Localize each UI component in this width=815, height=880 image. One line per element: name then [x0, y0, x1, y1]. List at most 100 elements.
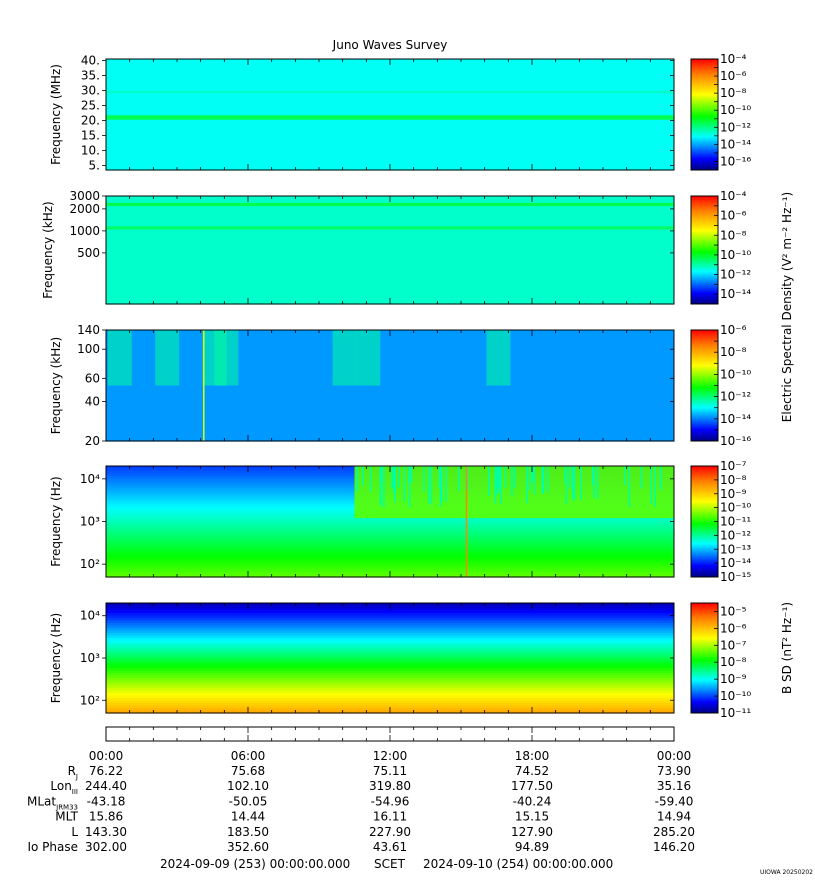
heatmap-row — [106, 259, 674, 263]
footer-end: 2024-09-10 (254) 00:00:00.000 — [423, 857, 613, 871]
heatmap-row — [106, 335, 674, 339]
heatmap-row — [106, 608, 674, 612]
y-axis-label: Frequency (kHz) — [49, 337, 63, 434]
heatmap-row — [106, 152, 674, 156]
heatmap-1 — [106, 59, 674, 171]
hiss-streak — [547, 466, 549, 493]
heatmap-row — [106, 413, 674, 417]
heatmap-row — [106, 352, 674, 356]
heatmap-row — [106, 539, 674, 543]
ephemeris-value: 35.16 — [657, 779, 691, 793]
colorbar-tick-label: 10⁻⁶ — [720, 323, 747, 337]
hiss-streak — [659, 466, 662, 491]
hiss-streak — [504, 466, 507, 488]
radio-burst — [332, 330, 357, 386]
heatmap-row — [106, 534, 674, 538]
y-axis-label: Frequency (Hz) — [49, 476, 63, 567]
hiss-streak — [439, 466, 442, 507]
y-axis-label: Frequency (kHz) — [41, 201, 55, 298]
time-tick-label: 00:00 — [657, 749, 692, 763]
colorbar-tick-label: 10⁻⁸ — [720, 473, 747, 487]
hiss-streak — [496, 466, 498, 495]
colorbar-5: 10⁻¹¹ 10⁻¹⁰ 10⁻⁹ 10⁻⁸ 10⁻⁷ 10⁻⁶ 10⁻⁵ — [690, 602, 751, 720]
heatmap-row — [106, 362, 674, 366]
footer-start: 2024-09-09 (253) 00:00:00.000 — [160, 857, 350, 871]
colorbar-tick-label: 10⁻⁹ — [720, 672, 747, 686]
heatmap-row — [106, 137, 674, 141]
heatmap-row — [106, 76, 674, 80]
colorbar-tick-label: 10⁻¹⁶ — [720, 154, 751, 168]
heatmap-row — [106, 398, 674, 402]
heatmap-row — [106, 693, 674, 697]
heatmap-row — [106, 524, 674, 528]
heatmap-row — [106, 284, 674, 288]
ephemeris-value: 302.00 — [85, 840, 127, 854]
ephemeris-value: 352.60 — [227, 840, 269, 854]
time-axis: 00:00 06:00 12:00 18:00 00:00 — [89, 726, 692, 763]
heatmap-row — [106, 372, 674, 377]
colorbar-2: 10⁻¹⁴ 10⁻¹² 10⁻¹⁰ 10⁻⁸ 10⁻⁶ 10⁻⁴ — [690, 189, 751, 305]
heatmap-row — [106, 610, 674, 614]
y-tick-label: 10³ — [80, 515, 100, 529]
heatmap-row — [106, 546, 674, 550]
heatmap-row — [106, 365, 674, 369]
heatmap-row — [106, 220, 674, 224]
ephemeris-value: -54.96 — [371, 794, 410, 808]
heatmap-row — [106, 157, 674, 161]
time-tick-label: 00:00 — [89, 749, 124, 763]
colorbar-1: 10⁻¹⁶ 10⁻¹⁴ 10⁻¹² 10⁻¹⁰ 10⁻⁸ 10⁻⁶ 10⁻⁴ — [690, 52, 751, 171]
colorbar-tick-label: 10⁻⁸ — [720, 345, 747, 359]
ephemeris-label: MLT — [55, 810, 78, 824]
colorbar-tick-label: 10⁻¹³ — [720, 542, 751, 556]
hiss-streak — [526, 466, 528, 504]
colorbar-3: 10⁻¹⁶ 10⁻¹⁴ 10⁻¹² 10⁻¹⁰ 10⁻⁸ 10⁻⁶ — [690, 323, 751, 448]
heatmap-row — [106, 242, 674, 246]
heatmap-row — [106, 385, 674, 389]
heatmap-row — [106, 541, 674, 545]
colorbar-tick-label: 10⁻¹⁴ — [720, 287, 751, 301]
heatmap-row — [106, 382, 674, 387]
hiss-streak — [397, 466, 400, 488]
heatmap-row — [106, 688, 674, 692]
heatmap-row — [106, 218, 674, 222]
heatmap-row — [106, 638, 674, 642]
hiss-streak — [391, 466, 393, 488]
radio-burst — [155, 330, 180, 386]
heatmap-row — [106, 240, 674, 244]
ephemeris-value: 285.20 — [653, 825, 695, 839]
heatmap-row — [106, 408, 674, 412]
colorbar-tick-label: 10⁻⁴ — [720, 52, 747, 66]
heatmap-row — [106, 208, 674, 212]
hiss-streak — [488, 466, 490, 496]
heatmap-row — [106, 281, 674, 285]
heatmap-row — [106, 84, 674, 88]
heatmap-row — [106, 127, 674, 131]
heatmap-row — [106, 86, 674, 90]
heatmap-5 — [106, 603, 674, 714]
colorbar — [690, 58, 719, 171]
heatmap-row — [106, 645, 674, 649]
heatmap-row — [106, 250, 674, 254]
y-tick-label: 10⁴ — [80, 472, 100, 486]
ephemeris-value: 15.86 — [89, 810, 123, 824]
colorbar-tick-label: 10⁻⁸ — [720, 228, 747, 242]
hiss-streak — [511, 466, 513, 497]
spectral-spike — [203, 330, 205, 441]
ephemeris-value: 244.40 — [85, 779, 127, 793]
heatmap-2 — [106, 196, 674, 305]
colorbar-tick-label: 10⁻¹¹ — [720, 515, 751, 529]
heatmap-row — [106, 122, 674, 126]
heatmap-row — [106, 154, 674, 158]
hiss-streak — [369, 466, 372, 493]
hiss-streak — [403, 466, 406, 502]
heatmap-row — [106, 81, 674, 85]
hiss-streak — [593, 466, 595, 499]
heatmap-row — [106, 213, 674, 217]
heatmap-row — [106, 685, 674, 689]
heatmap-row — [106, 650, 674, 654]
heatmap-row — [106, 559, 674, 563]
heatmap-row — [106, 232, 674, 236]
heatmap-row — [106, 144, 674, 148]
